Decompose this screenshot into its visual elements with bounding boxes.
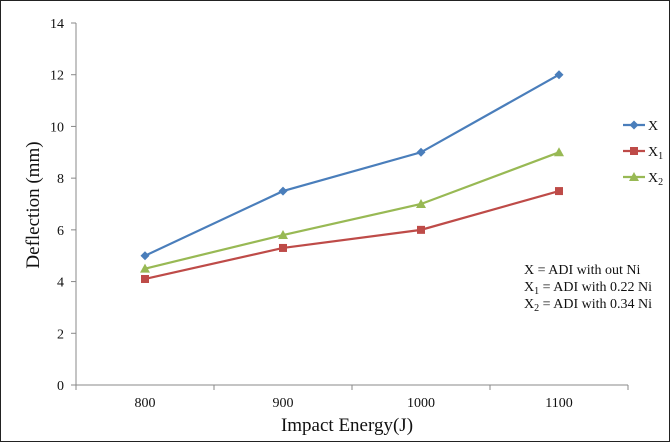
axes bbox=[71, 22, 629, 390]
annotation-text: = ADI with 0.34 Ni bbox=[539, 297, 652, 312]
x-tick-label: 800 bbox=[135, 396, 156, 411]
x-tick-label: 900 bbox=[273, 396, 294, 411]
legend-label-subscript: 2 bbox=[658, 177, 663, 188]
data-point bbox=[141, 274, 149, 283]
annotation-line: X2 = ADI with 0.34 Ni bbox=[524, 297, 652, 314]
series-1 bbox=[140, 70, 564, 261]
legend-item: X1 bbox=[623, 145, 663, 162]
y-tick-label: 8 bbox=[57, 172, 64, 187]
x-tick-label: 1000 bbox=[407, 396, 435, 411]
legend-item: X2 bbox=[623, 171, 663, 188]
x-axis-label: Impact Energy(J) bbox=[281, 415, 413, 436]
legend-label-subscript: 1 bbox=[658, 151, 663, 162]
legend-label: X bbox=[648, 119, 658, 134]
x-tick-label: 1100 bbox=[545, 396, 572, 411]
data-point bbox=[278, 230, 288, 240]
series-line bbox=[144, 190, 560, 281]
legend-label: X2 bbox=[648, 171, 663, 188]
data-point bbox=[278, 186, 288, 196]
series-layer bbox=[140, 70, 564, 283]
annotation-line: X = ADI with out Ni bbox=[524, 263, 641, 278]
legend-label: X1 bbox=[648, 145, 663, 162]
data-point bbox=[417, 225, 425, 234]
legend: X X1 X2 bbox=[623, 119, 663, 188]
y-axis-label: Deflection (mm) bbox=[23, 141, 44, 268]
legend-marker bbox=[629, 172, 639, 181]
series-2 bbox=[141, 187, 563, 283]
data-point bbox=[140, 263, 150, 273]
annotation-text: = ADI with out Ni bbox=[534, 263, 640, 278]
annotation-text: = ADI with 0.22 Ni bbox=[539, 280, 652, 295]
y-tick-label: 10 bbox=[50, 120, 64, 135]
annotation-symbol: X bbox=[524, 263, 534, 278]
series-line bbox=[144, 73, 560, 257]
annotation-subscript: 1 bbox=[534, 286, 539, 297]
series-3 bbox=[140, 147, 564, 273]
data-point bbox=[416, 147, 426, 157]
y-tick-label: 12 bbox=[50, 69, 64, 84]
data-point bbox=[554, 70, 564, 80]
legend-marker bbox=[629, 120, 639, 130]
data-point bbox=[279, 243, 287, 252]
y-tick-label: 4 bbox=[57, 276, 64, 291]
y-tick-label: 2 bbox=[57, 327, 64, 342]
y-tick-label: 6 bbox=[57, 224, 64, 239]
y-tick-label: 0 bbox=[57, 379, 64, 394]
annotation-subscript: 2 bbox=[534, 303, 539, 314]
data-point bbox=[555, 187, 563, 196]
legend-marker bbox=[630, 147, 638, 155]
data-point bbox=[554, 147, 564, 157]
legend-item: X bbox=[623, 119, 658, 134]
data-point bbox=[140, 251, 150, 261]
series-line bbox=[144, 151, 560, 270]
annotation-symbol: X bbox=[524, 280, 534, 295]
annotation-symbol: X bbox=[524, 297, 534, 312]
data-point bbox=[416, 199, 426, 208]
annotation-line: X1 = ADI with 0.22 Ni bbox=[524, 280, 652, 297]
y-tick-label: 14 bbox=[50, 17, 64, 32]
